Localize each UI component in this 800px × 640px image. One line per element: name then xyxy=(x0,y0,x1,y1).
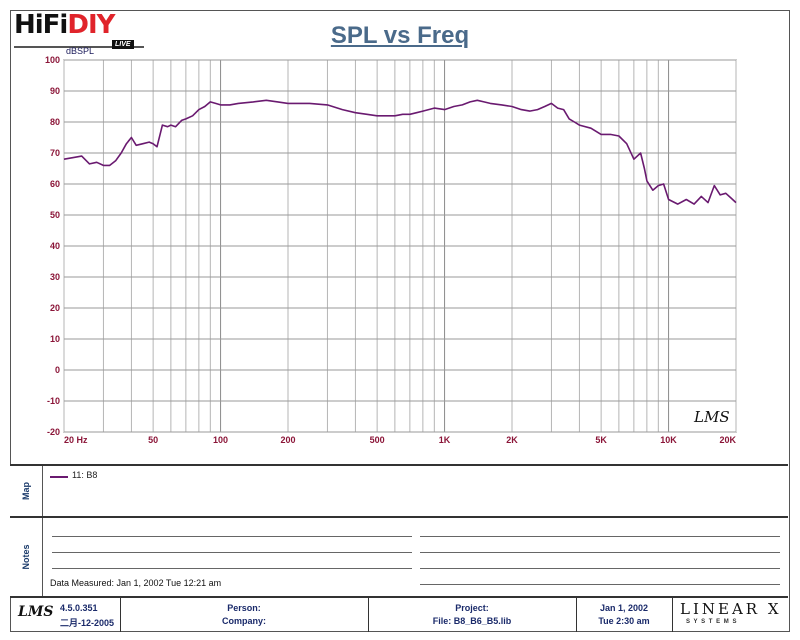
x-tick-label: 500 xyxy=(370,435,385,445)
x-tick-label: 10K xyxy=(660,435,677,445)
note-line xyxy=(420,552,780,553)
linearx-logo: LINEAR X S Y S T E M S xyxy=(672,598,788,632)
logo-underline xyxy=(14,46,144,48)
lms-watermark: LMS xyxy=(693,408,730,426)
x-tick-label: 5K xyxy=(595,435,607,445)
logo-diy: DIY xyxy=(67,10,115,40)
y-tick-label: 0 xyxy=(55,365,60,375)
y-tick-label: 10 xyxy=(50,334,60,344)
footer-version-cell: LMS 4.5.0.351 二月-12-2005 xyxy=(10,598,121,632)
note-line xyxy=(420,584,780,585)
x-tick-label: 100 xyxy=(213,435,228,445)
legend-swatch xyxy=(50,476,68,478)
legend-series-label: 11: B8 xyxy=(72,470,98,480)
build-date-text: 二月-12-2005 xyxy=(60,618,115,628)
y-axis-label: dBSPL xyxy=(66,46,95,56)
x-tick-label: 200 xyxy=(280,435,295,445)
y-tick-label: 20 xyxy=(50,303,60,313)
x-tick-label: 20K xyxy=(719,435,736,445)
note-line xyxy=(420,536,780,537)
y-tick-label: 60 xyxy=(50,179,60,189)
footer-project-cell: Project: File: B8_B6_B5.lib xyxy=(368,598,577,632)
y-tick-label: 30 xyxy=(50,272,60,282)
time-text: Tue 2:30 am xyxy=(598,616,650,626)
x-tick-label: 20 Hz xyxy=(64,435,88,445)
x-tick-label: 50 xyxy=(148,435,158,445)
y-tick-label: -20 xyxy=(47,427,60,437)
project-label: Project: xyxy=(455,603,489,613)
note-line xyxy=(420,568,780,569)
map-side-label: Map xyxy=(10,466,43,516)
person-label: Person: xyxy=(227,603,261,613)
data-measured-text: Data Measured: Jan 1, 2002 Tue 12:21 am xyxy=(50,578,222,588)
brand-text: LINEAR X xyxy=(680,600,782,618)
y-tick-label: 90 xyxy=(50,86,60,96)
logo-live-badge: LIVE xyxy=(112,40,134,49)
lms-logo: LMS xyxy=(18,604,54,620)
footer-bar: LMS 4.5.0.351 二月-12-2005 Person: Company… xyxy=(10,596,788,632)
version-text: 4.5.0.351 xyxy=(60,603,98,613)
note-line xyxy=(52,568,412,569)
y-tick-label: 80 xyxy=(50,117,60,127)
y-tick-label: 40 xyxy=(50,241,60,251)
hifidiy-logo: HiFiDIY LIVE xyxy=(14,12,148,52)
notes-panel: Notes Data Measured: Jan 1, 2002 Tue 12:… xyxy=(10,516,788,596)
brand-sub-text: S Y S T E M S xyxy=(686,619,738,625)
map-panel: Map 11: B8 xyxy=(10,464,788,516)
y-tick-label: -10 xyxy=(47,396,60,406)
note-line xyxy=(52,552,412,553)
series-line xyxy=(63,99,737,205)
company-label: Company: xyxy=(221,616,266,626)
y-tick-label: 100 xyxy=(45,55,60,65)
x-tick-label: 2K xyxy=(506,435,518,445)
footer-date-cell: Jan 1, 2002 Tue 2:30 am xyxy=(576,598,673,632)
chart-title: SPL vs Freq xyxy=(330,22,470,49)
y-tick-label: 50 xyxy=(50,210,60,220)
date-text: Jan 1, 2002 xyxy=(599,603,649,613)
y-tick-label: 70 xyxy=(50,148,60,158)
file-label: File: B8_B6_B5.lib xyxy=(432,616,512,626)
logo-hifi: HiFi xyxy=(14,10,68,40)
x-tick-label: 1K xyxy=(439,435,451,445)
note-line xyxy=(52,536,412,537)
footer-person-cell: Person: Company: xyxy=(120,598,369,632)
notes-side-label: Notes xyxy=(10,518,43,596)
